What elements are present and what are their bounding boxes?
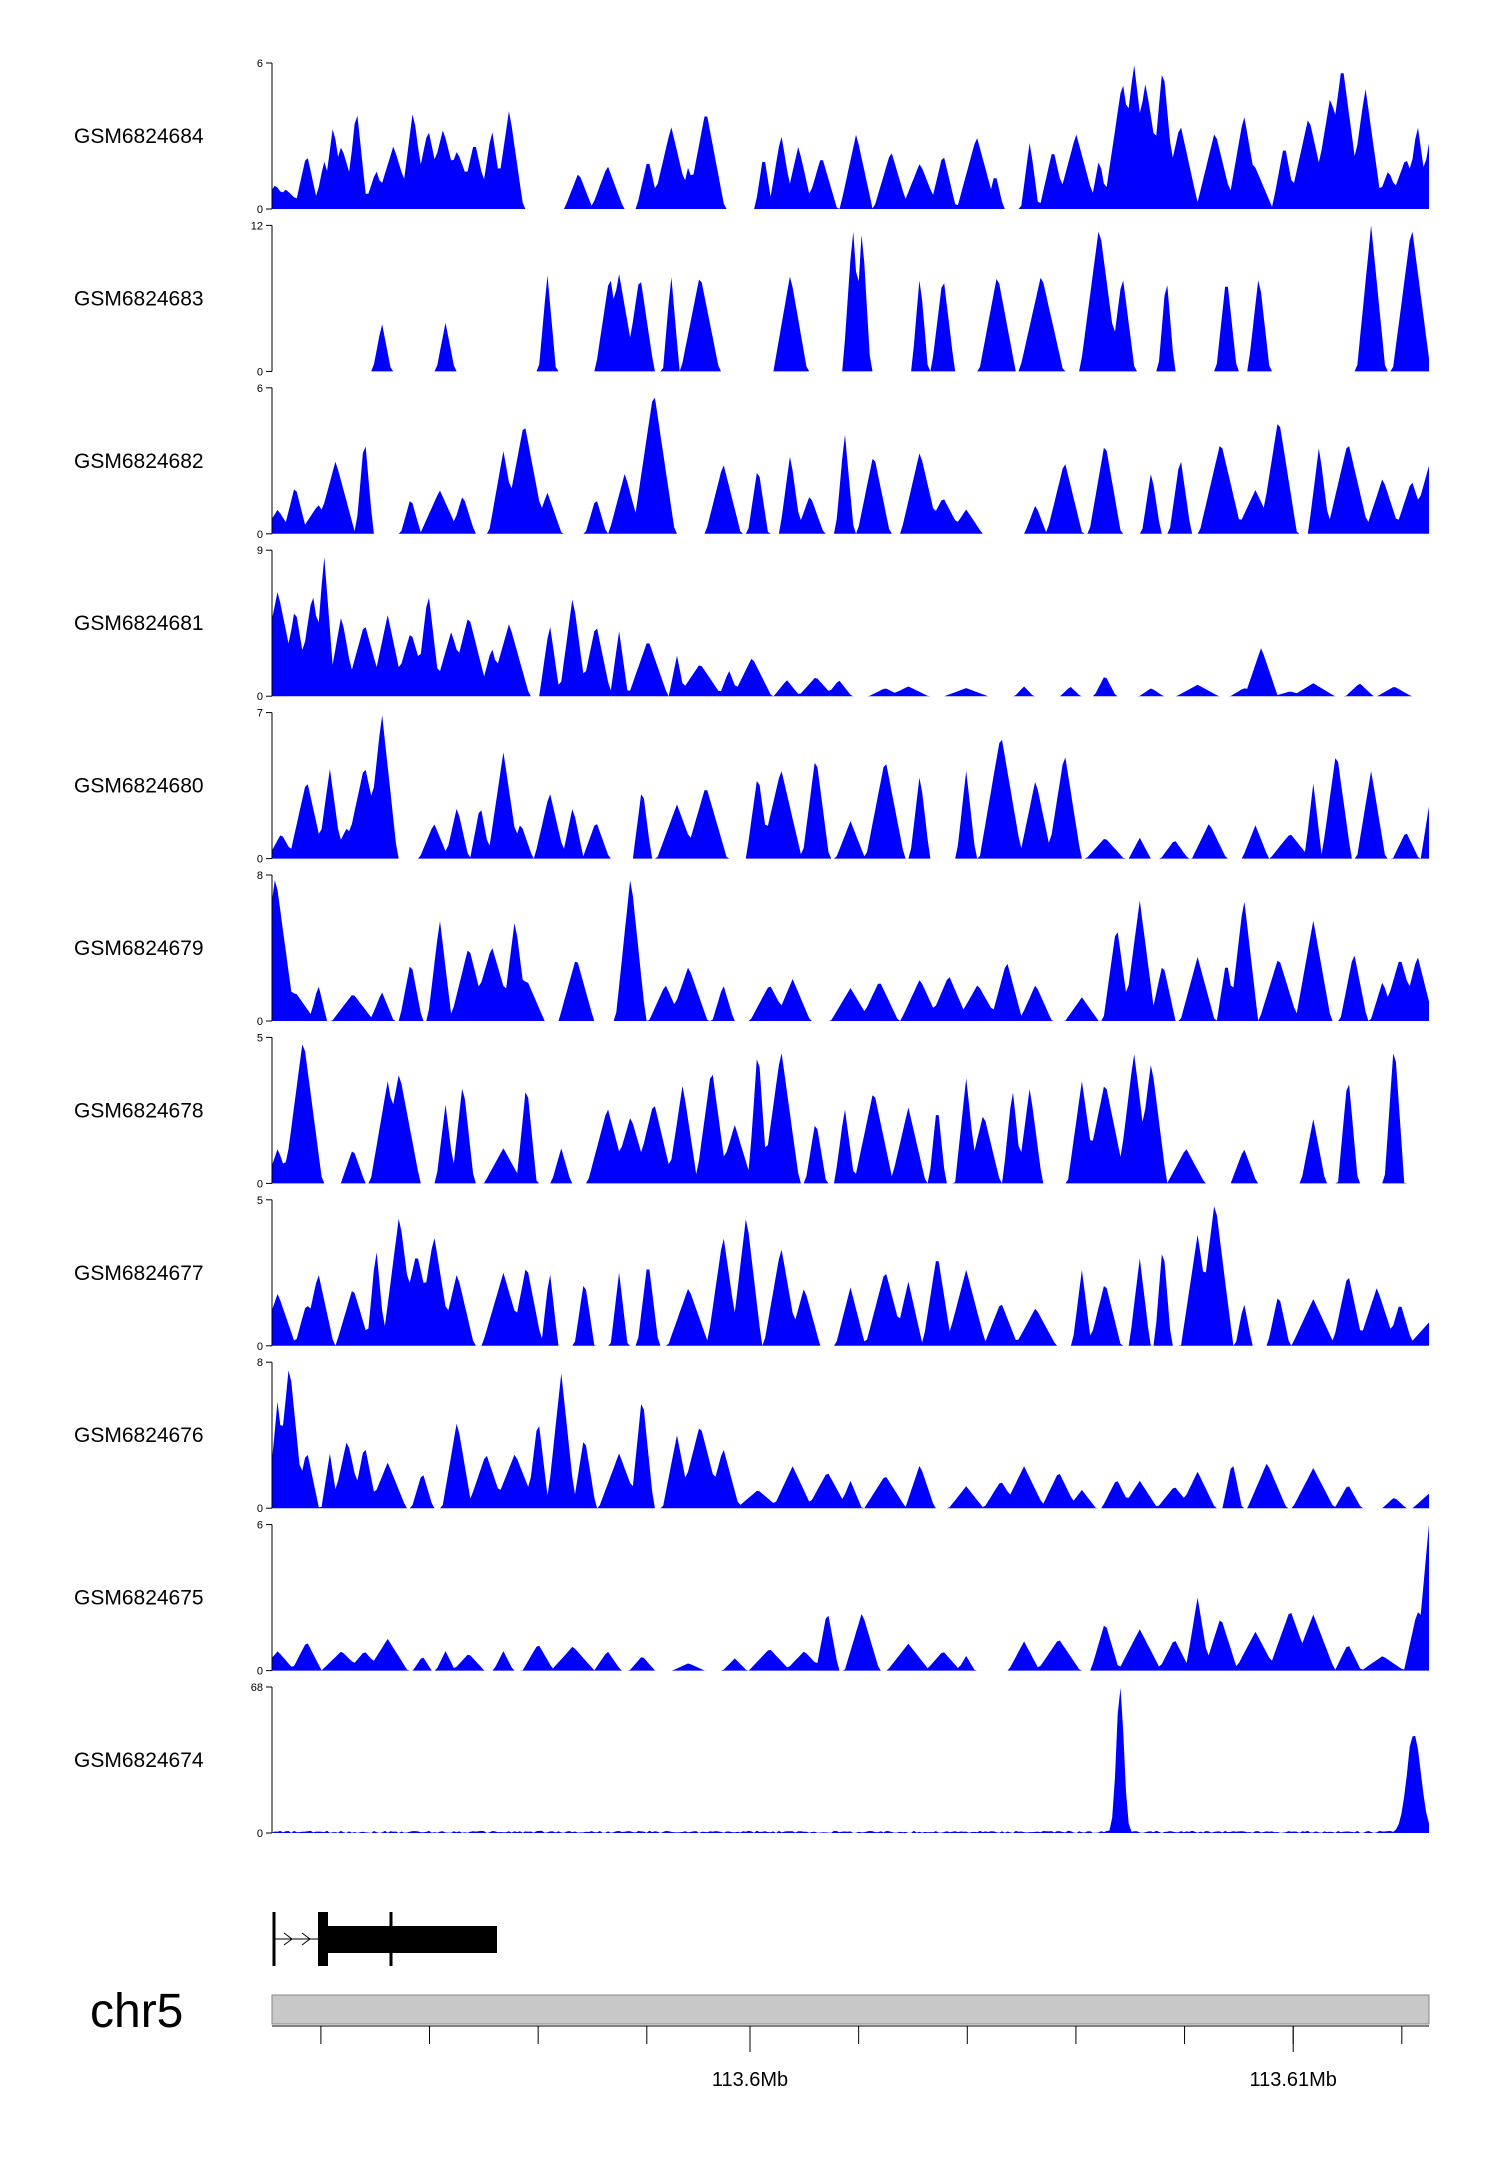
track-GSM6824680: 7 0 GSM6824680 bbox=[74, 708, 1429, 866]
track-GSM6824678: 5 0 GSM6824678 bbox=[74, 1032, 1429, 1190]
gene-exon-cds bbox=[326, 1926, 497, 1953]
y-tick-label-min: 0 bbox=[257, 1828, 263, 1840]
y-tick-label-max: 8 bbox=[257, 1357, 263, 1369]
track-GSM6824681: 9 0 GSM6824681 bbox=[74, 545, 1429, 703]
y-tick-label-min: 0 bbox=[257, 854, 263, 866]
gene-strand-arrow bbox=[283, 1932, 311, 1946]
track-label: GSM6824675 bbox=[74, 1587, 204, 1610]
y-tick-label-min: 0 bbox=[257, 1503, 263, 1515]
signal-area-GSM6824680 bbox=[272, 715, 1429, 859]
y-tick-label-min: 0 bbox=[257, 691, 263, 703]
track-label: GSM6824681 bbox=[74, 612, 204, 635]
y-tick-label-max: 6 bbox=[257, 58, 263, 70]
chromosome-label: chr5 bbox=[90, 1985, 183, 2038]
gene-exon-utr bbox=[318, 1912, 328, 1966]
track-label: GSM6824679 bbox=[74, 937, 204, 960]
track-label: GSM6824682 bbox=[74, 450, 204, 473]
y-tick-label-max: 12 bbox=[251, 220, 263, 232]
y-tick-label-max: 7 bbox=[257, 708, 263, 720]
track-label: GSM6824683 bbox=[74, 287, 204, 310]
track-GSM6824674: 68 0 GSM6824674 bbox=[74, 1682, 1429, 1840]
x-tick-label: 113.61Mb bbox=[1249, 2069, 1336, 2091]
y-tick-label-min: 0 bbox=[257, 1016, 263, 1028]
signal-area-GSM6824674 bbox=[272, 1687, 1429, 1833]
track-label: GSM6824680 bbox=[74, 775, 204, 798]
x-tick-label: 113.6Mb bbox=[712, 2069, 788, 2091]
signal-area-GSM6824678 bbox=[272, 1044, 1429, 1184]
signal-area-GSM6824677 bbox=[272, 1206, 1429, 1346]
y-tick-label-min: 0 bbox=[257, 204, 263, 216]
track-GSM6824683: 12 0 GSM6824683 bbox=[74, 220, 1429, 378]
x-axis-ticks: 113.6Mb 113.61Mb bbox=[320, 2026, 1403, 2091]
chromosome-ideogram bbox=[271, 1994, 1430, 2025]
track-GSM6824684: 6 0 GSM6824684 bbox=[74, 58, 1429, 216]
y-tick-label-min: 0 bbox=[257, 1178, 263, 1190]
track-label: GSM6824678 bbox=[74, 1099, 204, 1122]
signal-area-GSM6824681 bbox=[272, 557, 1429, 697]
track-GSM6824677: 5 0 GSM6824677 bbox=[74, 1195, 1429, 1353]
y-tick-label-max: 68 bbox=[251, 1682, 263, 1694]
y-tick-label-max: 9 bbox=[257, 545, 263, 557]
signal-area-GSM6824682 bbox=[272, 397, 1429, 534]
track-label: GSM6824684 bbox=[74, 125, 204, 148]
signal-tracks: 6 0 GSM6824684 12 0 GSM6824683 6 0 GSM6824682 9 0 G… bbox=[74, 58, 1429, 1840]
y-tick-label-max: 6 bbox=[257, 1520, 263, 1532]
y-tick-label-max: 5 bbox=[257, 1032, 263, 1044]
y-tick-label-min: 0 bbox=[257, 1341, 263, 1353]
y-tick-label-max: 5 bbox=[257, 1195, 263, 1207]
y-tick-label-max: 8 bbox=[257, 870, 263, 882]
track-label: GSM6824677 bbox=[74, 1262, 204, 1285]
track-label: GSM6824676 bbox=[74, 1424, 204, 1447]
y-tick-label-min: 0 bbox=[257, 1666, 263, 1678]
signal-area-GSM6824675 bbox=[272, 1524, 1429, 1671]
track-GSM6824682: 6 0 GSM6824682 bbox=[74, 383, 1429, 541]
track-GSM6824675: 6 0 GSM6824675 bbox=[74, 1520, 1429, 1678]
signal-area-GSM6824684 bbox=[272, 65, 1429, 210]
track-GSM6824676: 8 0 GSM6824676 bbox=[74, 1357, 1429, 1515]
signal-area-GSM6824683 bbox=[272, 225, 1429, 372]
track-GSM6824679: 8 0 GSM6824679 bbox=[74, 870, 1429, 1028]
y-tick-label-min: 0 bbox=[257, 366, 263, 378]
y-tick-label-min: 0 bbox=[257, 529, 263, 541]
track-label: GSM6824674 bbox=[74, 1749, 204, 1772]
signal-area-GSM6824679 bbox=[272, 880, 1429, 1021]
signal-area-GSM6824676 bbox=[272, 1370, 1429, 1509]
gene-model bbox=[272, 1912, 497, 1966]
y-tick-label-max: 6 bbox=[257, 383, 263, 395]
